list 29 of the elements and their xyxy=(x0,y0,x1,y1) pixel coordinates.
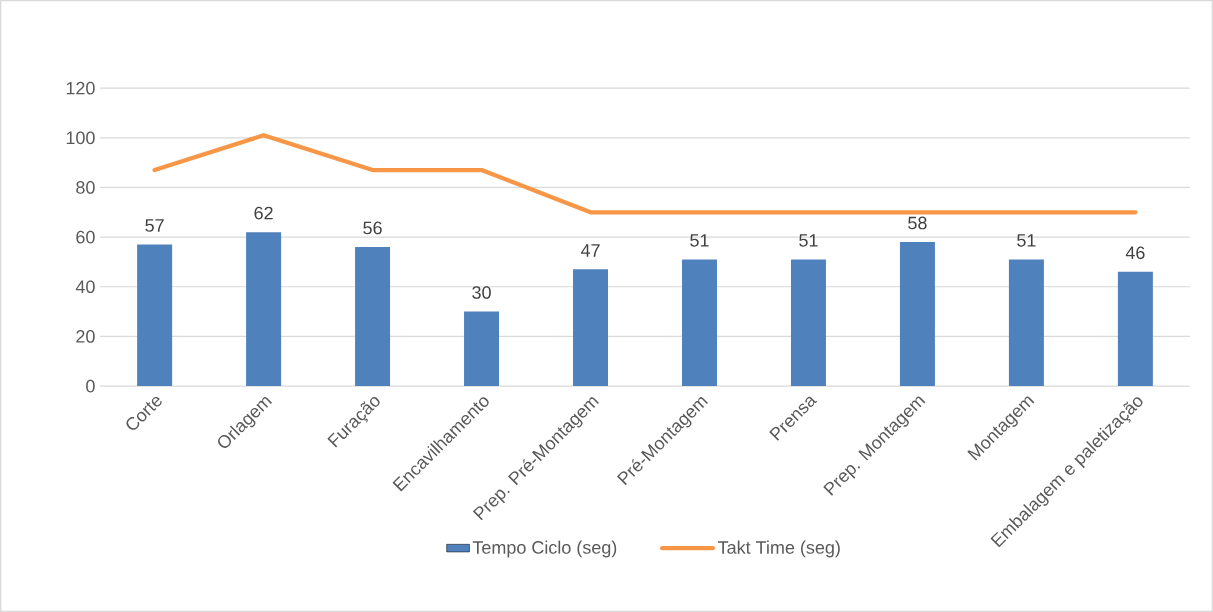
legend-label: Tempo Ciclo (seg) xyxy=(472,540,617,558)
data-label: 46 xyxy=(1125,246,1145,260)
bar xyxy=(137,244,173,386)
data-label: 56 xyxy=(363,221,382,235)
bar xyxy=(790,259,826,386)
y-tick-label: 120 xyxy=(66,81,95,95)
y-tick-label: 0 xyxy=(86,379,95,393)
bar xyxy=(681,259,717,386)
y-tick-label: 80 xyxy=(76,180,95,194)
y-tick-label: 20 xyxy=(76,329,95,343)
data-label: 51 xyxy=(1017,234,1036,247)
data-label: 58 xyxy=(908,216,927,230)
data-label: 57 xyxy=(145,219,164,232)
bar xyxy=(573,269,609,386)
y-tick-label: 40 xyxy=(75,280,95,294)
bar xyxy=(464,311,500,386)
data-label: 62 xyxy=(254,206,273,220)
y-tick-label: 100 xyxy=(66,131,95,145)
bar xyxy=(1117,271,1153,386)
legend-label: Takt Time (seg) xyxy=(718,540,840,558)
data-label: 30 xyxy=(472,286,491,299)
y-tick-label: 60 xyxy=(76,230,95,244)
data-label: 51 xyxy=(799,234,818,247)
bar xyxy=(1008,259,1044,386)
bar xyxy=(899,241,935,386)
data-label: 47 xyxy=(580,244,600,257)
data-label: 51 xyxy=(690,234,709,247)
bar xyxy=(246,232,282,386)
bar xyxy=(355,246,391,386)
